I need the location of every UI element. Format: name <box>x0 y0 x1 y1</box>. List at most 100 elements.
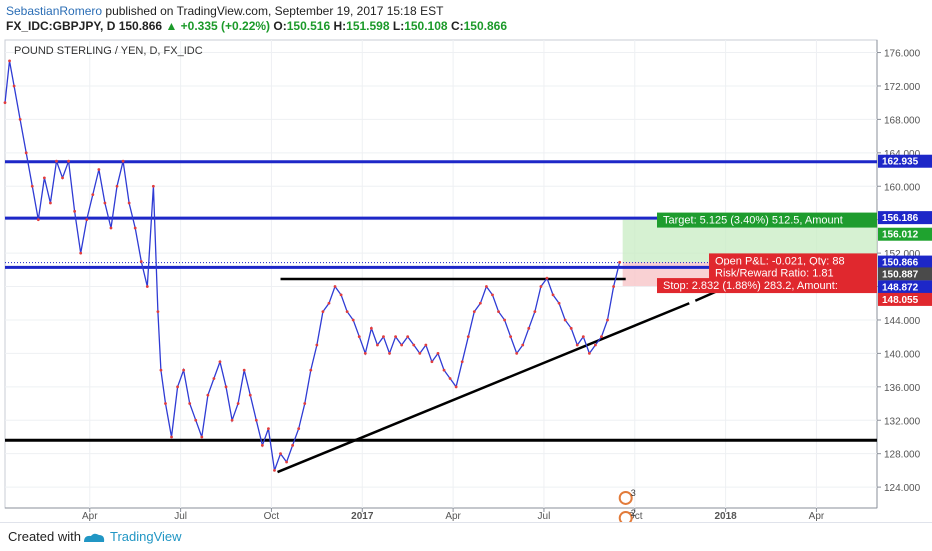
price-point <box>497 310 500 314</box>
price-point <box>412 343 416 347</box>
price-point <box>612 285 615 288</box>
price-point <box>521 343 525 347</box>
price-chart[interactable]: 124.000 128.000 132.000 136.000 140.000 144.0… <box>0 0 932 522</box>
price-point <box>527 326 531 330</box>
price-point <box>575 343 579 347</box>
price-point <box>12 84 16 88</box>
price-point <box>503 318 506 322</box>
y-tick-label: 124.000 <box>884 483 921 494</box>
tradingview-brand-link[interactable]: TradingView <box>110 529 182 544</box>
price-point <box>400 343 404 347</box>
price-label: 162.935 <box>882 157 919 168</box>
price-point <box>594 343 597 347</box>
event-count: 2 <box>631 508 636 518</box>
price-point <box>85 218 89 222</box>
price-point <box>430 360 434 364</box>
price-point <box>260 443 264 447</box>
price-point <box>587 351 591 355</box>
price-point <box>139 260 143 263</box>
price-change: ▲ +0.335 (+0.22%) <box>165 19 271 33</box>
last-price: 150.866 <box>118 19 163 33</box>
y-tick-label: 160.000 <box>884 182 921 193</box>
price-point <box>285 460 288 464</box>
price-label: 156.186 <box>882 213 919 224</box>
price-series-line <box>4 60 621 471</box>
price-point <box>36 218 40 222</box>
y-tick-label: 172.000 <box>884 82 921 93</box>
price-point <box>236 402 240 405</box>
risk-reward-label-box <box>709 265 877 281</box>
price-point <box>242 368 246 372</box>
price-point <box>254 418 258 422</box>
y-tick-label: 136.000 <box>884 383 921 394</box>
y-tick-label: 168.000 <box>884 115 921 126</box>
price-point <box>115 184 119 188</box>
created-with-text: Created with <box>8 529 81 544</box>
footer: Created with TradingView <box>0 522 932 551</box>
price-label-box <box>878 267 932 281</box>
price-point <box>327 301 331 305</box>
price-point <box>30 184 34 188</box>
price-point <box>466 335 470 339</box>
x-tick-label: Apr <box>82 511 98 522</box>
price-point <box>303 402 307 405</box>
open-value: 150.516 <box>286 19 331 33</box>
close-label: C: <box>450 19 464 33</box>
y-tick-label: 140.000 <box>884 349 921 360</box>
y-tick-label: 164.000 <box>884 149 921 160</box>
price-point <box>18 117 22 121</box>
price-point <box>97 168 101 171</box>
price-point <box>551 293 555 297</box>
price-point <box>539 285 543 288</box>
price-point <box>212 377 216 380</box>
price-point <box>279 452 282 456</box>
price-point <box>224 385 228 389</box>
publish-line: SebastianRomero published on TradingView… <box>6 4 443 18</box>
price-point <box>557 301 561 305</box>
close-value: 150.866 <box>463 19 507 33</box>
price-label: 150.887 <box>882 269 919 280</box>
price-point <box>406 335 410 339</box>
price-point <box>109 226 113 230</box>
price-point <box>267 427 270 431</box>
price-point <box>357 335 361 339</box>
price-point <box>491 293 494 297</box>
price-point <box>478 301 482 305</box>
price-point <box>600 335 603 339</box>
tradingview-logo-icon <box>84 533 105 542</box>
price-point <box>273 468 276 472</box>
price-point <box>8 59 11 63</box>
price-point <box>315 343 319 347</box>
author-link[interactable]: SebastianRomero <box>6 4 103 18</box>
price-point <box>42 176 46 180</box>
price-point <box>49 201 52 205</box>
x-tick-label: Oct <box>264 511 280 522</box>
price-point <box>206 393 210 397</box>
price-label-box <box>878 211 932 225</box>
pnl-label-box <box>709 253 877 269</box>
y-tick-label: 144.000 <box>884 316 921 327</box>
price-point <box>79 251 83 255</box>
price-point <box>563 318 567 322</box>
price-point <box>448 377 452 380</box>
price-point <box>127 201 131 205</box>
price-point <box>151 184 155 188</box>
price-point <box>339 293 343 297</box>
x-tick-label: Jul <box>174 511 187 522</box>
price-point <box>24 151 28 155</box>
x-tick-label: Oct <box>627 511 643 522</box>
x-tick-label: Apr <box>809 511 825 522</box>
risk-reward-label: Risk/Reward Ratio: 1.81 <box>715 267 834 279</box>
price-point <box>91 193 95 197</box>
chart-title: POUND STERLING / YEN, D, FX_IDC <box>14 45 203 57</box>
price-point <box>606 318 609 322</box>
price-point <box>121 159 125 163</box>
chart-header: SebastianRomero published on TradingView… <box>0 0 932 36</box>
price-point <box>164 402 167 405</box>
price-point <box>618 260 622 264</box>
y-tick-label: 152.000 <box>884 249 921 260</box>
x-tick-label: Jul <box>538 511 551 522</box>
price-point <box>194 418 198 422</box>
price-point <box>145 285 149 288</box>
price-point <box>376 343 379 347</box>
